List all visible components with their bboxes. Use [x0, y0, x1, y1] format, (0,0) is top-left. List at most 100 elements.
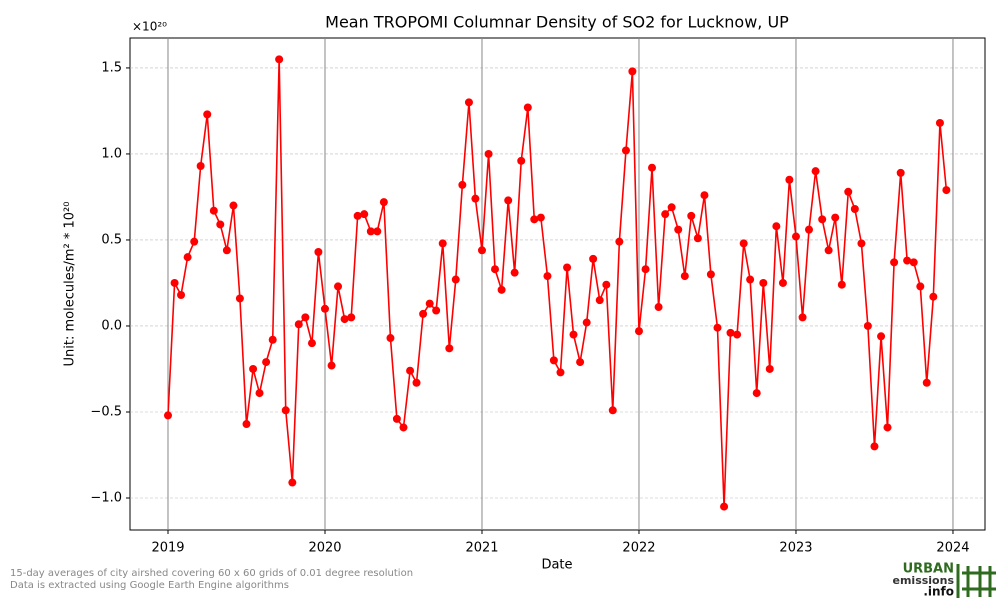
point — [373, 227, 382, 236]
chart-title: Mean TROPOMI Columnar Density of SO2 for… — [325, 13, 789, 32]
point — [778, 278, 787, 287]
point — [706, 270, 715, 279]
point — [811, 167, 820, 176]
point — [307, 339, 316, 348]
point — [667, 203, 676, 212]
point — [746, 275, 755, 284]
point — [713, 323, 722, 332]
point — [464, 98, 473, 107]
plot-frame — [129, 37, 986, 531]
point — [765, 364, 774, 373]
x-tick-label: 2024 — [936, 541, 969, 556]
point — [183, 253, 192, 262]
point — [491, 265, 500, 274]
point — [850, 204, 859, 213]
line — [167, 59, 948, 507]
point — [340, 315, 349, 324]
y-multiplier: ×10²⁰ — [132, 20, 167, 34]
point — [347, 313, 356, 322]
point — [510, 268, 519, 277]
point — [772, 222, 781, 231]
point — [929, 292, 938, 301]
footnote: 15-day averages of city airshed covering… — [10, 568, 413, 579]
point — [438, 239, 447, 248]
point — [726, 328, 735, 337]
point — [412, 378, 421, 387]
point — [543, 272, 552, 281]
y-axis-label: Unit: molecules/m² * 10²⁰ — [63, 202, 78, 367]
point — [392, 414, 401, 423]
point — [432, 306, 441, 315]
point — [530, 215, 539, 224]
point — [785, 175, 794, 184]
x-tick-label: 2020 — [308, 541, 341, 556]
point — [563, 263, 572, 272]
point — [909, 258, 918, 267]
point — [798, 313, 807, 322]
point — [536, 213, 545, 222]
point — [386, 334, 395, 343]
point — [693, 234, 702, 243]
y-tick-label: 0.5 — [101, 232, 122, 247]
point — [458, 180, 467, 189]
point — [922, 378, 931, 387]
point — [654, 303, 663, 312]
point — [216, 220, 225, 229]
point — [608, 406, 617, 415]
point — [890, 258, 899, 267]
point — [222, 246, 231, 255]
x-tick-label: 2023 — [779, 541, 812, 556]
point — [249, 364, 258, 373]
point — [595, 296, 604, 305]
point — [844, 187, 853, 196]
point — [752, 389, 761, 398]
point — [477, 246, 486, 255]
point — [733, 330, 742, 339]
point — [680, 272, 689, 281]
point — [720, 502, 729, 511]
point — [831, 213, 840, 222]
point — [399, 423, 408, 432]
point — [209, 206, 218, 215]
point — [896, 168, 905, 177]
point — [759, 278, 768, 287]
point — [366, 227, 375, 236]
point — [406, 366, 415, 375]
point — [628, 67, 637, 76]
point — [634, 327, 643, 336]
point — [275, 55, 284, 64]
point — [569, 330, 578, 339]
point — [445, 344, 454, 353]
point — [314, 248, 323, 257]
point — [294, 320, 303, 329]
point — [268, 335, 277, 344]
point — [589, 254, 598, 263]
point — [327, 361, 336, 370]
point — [203, 110, 212, 119]
y-tick-label: 0.0 — [101, 318, 122, 333]
point — [615, 237, 624, 246]
y-tick-label: 1.5 — [101, 60, 122, 75]
point — [419, 309, 428, 318]
logo-text: .info — [923, 585, 954, 599]
x-axis-label: Date — [541, 558, 572, 573]
y-tick-label: −1.0 — [90, 491, 122, 506]
logo-icon — [956, 564, 996, 598]
point — [523, 103, 532, 112]
point — [582, 318, 591, 327]
point — [857, 239, 866, 248]
point — [262, 358, 271, 367]
x-tick-label: 2022 — [622, 541, 655, 556]
point — [739, 239, 748, 248]
point — [379, 198, 388, 207]
footnote: Data is extracted using Google Earth Eng… — [10, 580, 289, 591]
point — [517, 156, 526, 165]
logo-text: URBAN — [903, 562, 954, 577]
point — [288, 478, 297, 487]
point — [170, 278, 179, 287]
point — [916, 282, 925, 291]
point — [301, 313, 310, 322]
point — [700, 191, 709, 200]
point — [242, 420, 251, 429]
